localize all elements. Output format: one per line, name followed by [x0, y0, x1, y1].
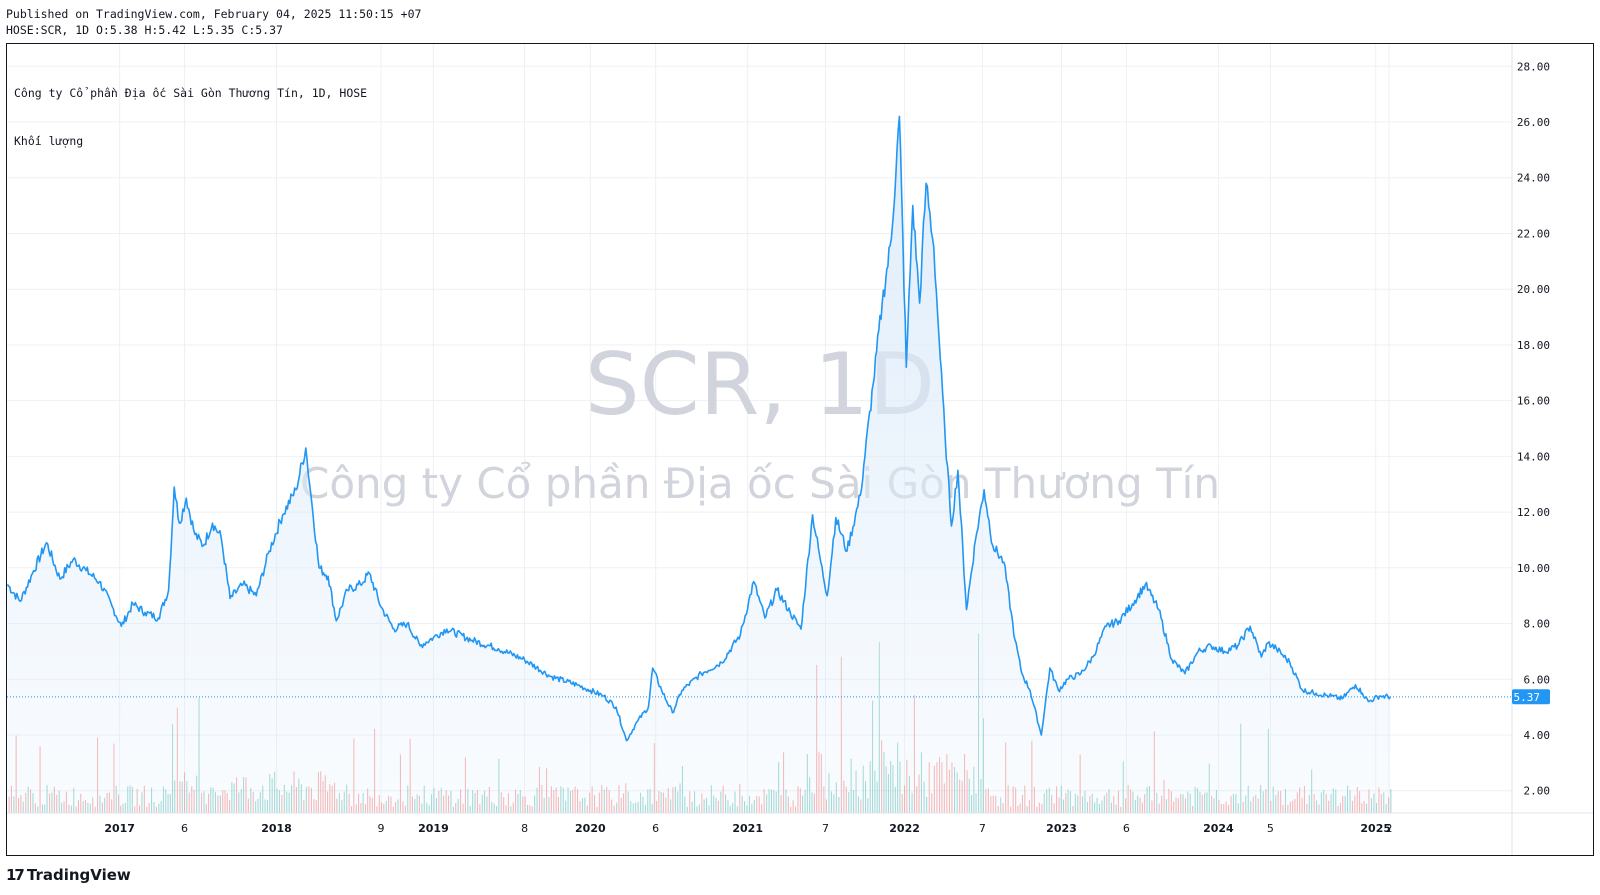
x-tick-label: 2020: [575, 822, 606, 835]
last-price-marker: 5.37: [1512, 689, 1550, 705]
watermark-company: Công ty Cổ phần Địa ốc Sài Gòn Thương Tí…: [300, 459, 1220, 508]
tradingview-logo[interactable]: 17 TradingView: [6, 866, 131, 884]
x-tick-label: 2: [1386, 822, 1393, 835]
y-tick-label: 16.00: [1517, 395, 1550, 408]
grid-lines: [7, 44, 1512, 813]
tradingview-logo-icon: 17: [6, 866, 25, 884]
price-line: [7, 115, 1392, 742]
price-series: [7, 115, 1512, 813]
x-tick-label: 5: [1267, 822, 1274, 835]
x-tick-label: 6: [1123, 822, 1130, 835]
x-tick-label: 6: [181, 822, 188, 835]
symbol-ohlc-line: HOSE:SCR, 1D O:5.38 H:5.42 L:5.35 C:5.37: [6, 23, 283, 37]
x-tick-label: 7: [822, 822, 829, 835]
price-chart[interactable]: SCR, 1D Công ty Cổ phần Địa ốc Sài Gòn T…: [7, 44, 1593, 855]
y-tick-label: 22.00: [1517, 227, 1550, 240]
time-axis[interactable]: 2017 6 2018 9 2019 8 2020 6 2021 7 2022 7 2023 6 2024 5…: [7, 812, 1593, 835]
published-line: Published on TradingView.com, February 0…: [6, 7, 422, 21]
y-tick-label: 8.00: [1524, 618, 1551, 631]
chart-legend: Công ty Cổ phần Địa ốc Sài Gòn Thương Tí…: [14, 53, 367, 165]
x-tick-label: 2018: [261, 822, 292, 835]
y-tick-label: 24.00: [1517, 172, 1550, 185]
x-tick-label: 6: [652, 822, 659, 835]
volume-title[interactable]: Khối lượng: [14, 134, 84, 148]
y-tick-label: 20.00: [1517, 283, 1550, 296]
y-tick-label: 4.00: [1524, 729, 1551, 742]
x-tick-label: 7: [979, 822, 986, 835]
price-area: [7, 116, 1391, 813]
x-tick-label: 2019: [418, 822, 449, 835]
y-tick-label: 6.00: [1524, 673, 1551, 686]
x-tick-label: 8: [521, 822, 528, 835]
y-tick-label: 26.00: [1517, 116, 1550, 129]
y-tick-label: 28.00: [1517, 60, 1550, 73]
x-tick-label: 2021: [732, 822, 763, 835]
last-price-label: 5.37: [1514, 691, 1541, 704]
y-tick-label: 2.00: [1524, 785, 1551, 798]
x-tick-label: 2023: [1046, 822, 1077, 835]
series-title[interactable]: Công ty Cổ phần Địa ốc Sài Gòn Thương Tí…: [14, 86, 368, 100]
y-tick-label: 14.00: [1517, 450, 1550, 463]
x-tick-label: 2024: [1203, 822, 1234, 835]
x-tick-label: 2022: [889, 822, 920, 835]
watermark: SCR, 1D Công ty Cổ phần Địa ốc Sài Gòn T…: [300, 335, 1220, 508]
x-tick-label: 9: [377, 822, 384, 835]
x-tick-label: 2025: [1360, 822, 1391, 835]
tradingview-brand: TradingView: [26, 866, 131, 884]
y-tick-label: 18.00: [1517, 339, 1550, 352]
price-axis[interactable]: 2.00 4.00 6.00 8.00 10.00 12.00 14.00 16.00 18.0…: [1511, 44, 1551, 855]
x-tick-label: 2017: [104, 822, 135, 835]
y-tick-label: 10.00: [1517, 562, 1550, 575]
y-tick-label: 12.00: [1517, 506, 1550, 519]
volume-bar: [1390, 789, 1392, 813]
last-price-badge: [1512, 689, 1550, 705]
chart-frame: [6, 43, 1594, 856]
